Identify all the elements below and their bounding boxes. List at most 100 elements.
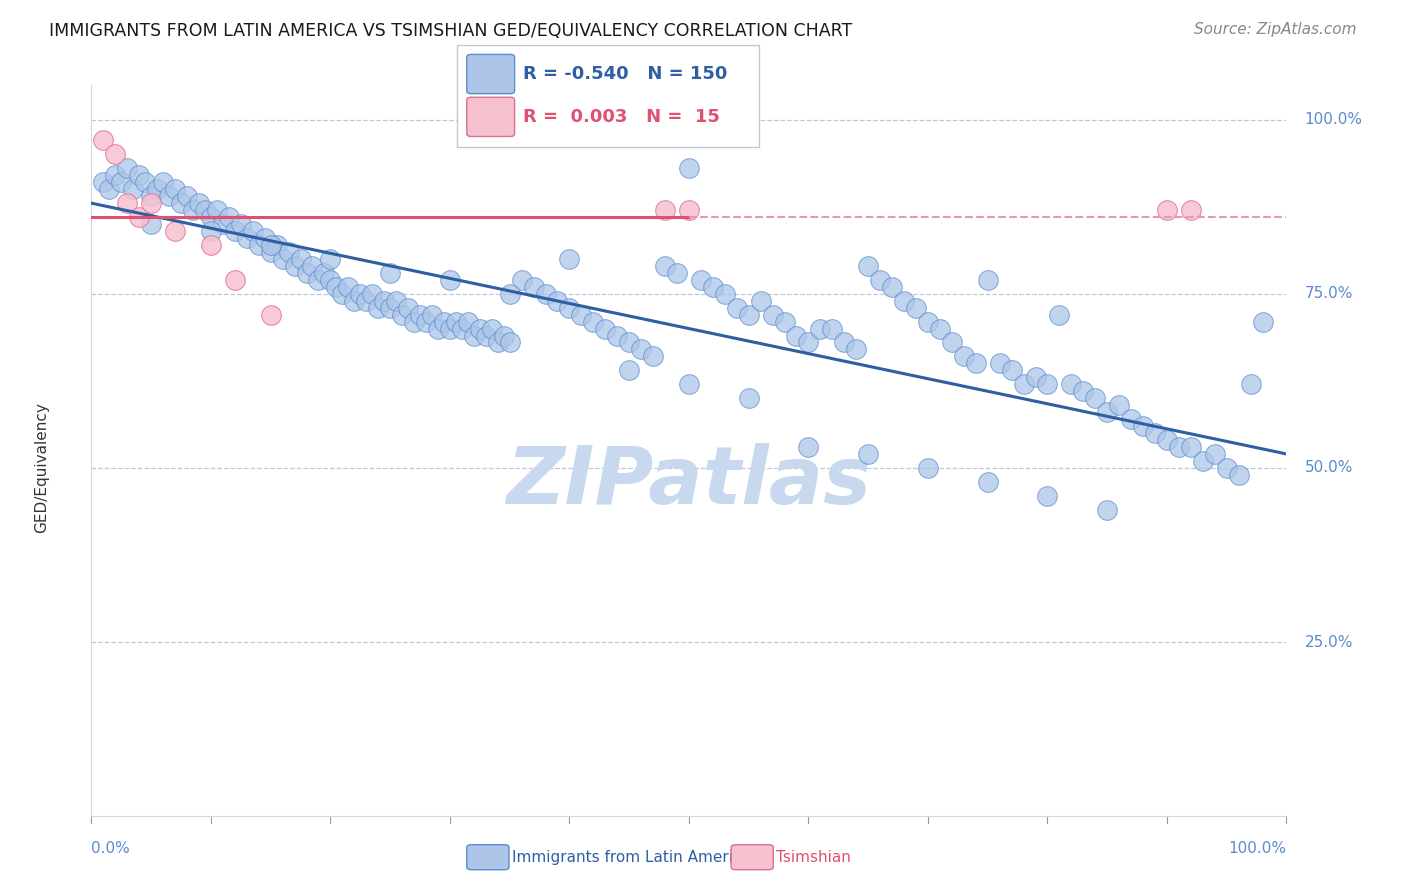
Point xyxy=(845,343,868,357)
Text: R =  0.003   N =  15: R = 0.003 N = 15 xyxy=(523,108,720,126)
Point xyxy=(1240,377,1263,392)
Point xyxy=(869,273,891,287)
Point xyxy=(271,252,294,266)
Point xyxy=(571,308,593,322)
Point xyxy=(93,133,114,147)
Point xyxy=(325,279,347,293)
Point xyxy=(181,203,204,218)
Point xyxy=(224,273,246,287)
Point xyxy=(396,301,419,315)
Point xyxy=(415,315,437,329)
Point xyxy=(619,335,641,350)
Point xyxy=(266,238,288,252)
Point xyxy=(737,391,759,405)
Point xyxy=(349,286,371,301)
Point xyxy=(1108,398,1130,412)
Point xyxy=(558,252,581,266)
Point xyxy=(534,286,557,301)
Point xyxy=(797,440,820,454)
Point xyxy=(1167,440,1189,454)
Point xyxy=(337,279,360,293)
Point xyxy=(439,273,461,287)
Point xyxy=(1000,363,1022,377)
Point xyxy=(1215,461,1237,475)
Point xyxy=(242,224,264,238)
Point xyxy=(654,259,676,273)
Point xyxy=(259,308,281,322)
Point xyxy=(1204,447,1226,461)
Point xyxy=(821,321,844,335)
Point xyxy=(1097,502,1119,516)
Point xyxy=(1119,412,1142,426)
Point xyxy=(523,279,546,293)
Point xyxy=(582,315,605,329)
Point xyxy=(319,252,342,266)
Point xyxy=(988,356,1011,370)
Text: Source: ZipAtlas.com: Source: ZipAtlas.com xyxy=(1194,22,1357,37)
Point xyxy=(361,286,384,301)
Point xyxy=(606,328,628,343)
Point xyxy=(678,203,700,218)
Point xyxy=(749,293,772,308)
Point xyxy=(737,308,759,322)
Point xyxy=(176,189,198,203)
Text: Tsimshian: Tsimshian xyxy=(776,850,851,864)
Point xyxy=(1036,377,1059,392)
Point xyxy=(259,244,281,259)
Point xyxy=(880,279,903,293)
Point xyxy=(761,308,783,322)
Text: ZIPatlas: ZIPatlas xyxy=(506,442,872,521)
Point xyxy=(224,224,246,238)
Point xyxy=(1156,433,1178,447)
Point xyxy=(378,266,402,280)
Point xyxy=(546,293,568,308)
Text: IMMIGRANTS FROM LATIN AMERICA VS TSIMSHIAN GED/EQUIVALENCY CORRELATION CHART: IMMIGRANTS FROM LATIN AMERICA VS TSIMSHI… xyxy=(49,22,852,40)
Point xyxy=(1024,370,1046,384)
Point xyxy=(200,210,222,224)
Point xyxy=(593,321,616,335)
Point xyxy=(409,308,432,322)
Point xyxy=(1227,467,1250,482)
Point xyxy=(115,161,138,176)
Point xyxy=(678,377,700,392)
Text: 100.0%: 100.0% xyxy=(1305,112,1362,127)
Point xyxy=(941,335,963,350)
Point xyxy=(468,321,491,335)
Point xyxy=(1132,419,1154,434)
Text: 75.0%: 75.0% xyxy=(1305,286,1353,301)
Point xyxy=(110,175,132,189)
Point xyxy=(856,259,880,273)
Point xyxy=(391,308,413,322)
Point xyxy=(402,315,425,329)
Point xyxy=(1036,489,1059,503)
Point xyxy=(433,315,456,329)
Point xyxy=(218,210,240,224)
Text: 50.0%: 50.0% xyxy=(1305,460,1353,475)
Point xyxy=(187,196,211,211)
Point xyxy=(785,328,807,343)
Text: 0.0%: 0.0% xyxy=(91,840,131,855)
Point xyxy=(1084,391,1107,405)
Point xyxy=(200,238,222,252)
Point xyxy=(1060,377,1083,392)
Point xyxy=(93,175,114,189)
Point xyxy=(797,335,820,350)
Point xyxy=(354,293,377,308)
Text: 25.0%: 25.0% xyxy=(1305,634,1353,649)
Point xyxy=(1049,308,1071,322)
Point xyxy=(128,169,150,183)
Point xyxy=(104,169,127,183)
Point xyxy=(152,175,174,189)
Point xyxy=(122,182,145,196)
Point xyxy=(439,321,461,335)
Point xyxy=(283,259,307,273)
Point xyxy=(928,321,950,335)
Point xyxy=(373,293,395,308)
Text: GED/Equivalency: GED/Equivalency xyxy=(35,402,49,533)
Point xyxy=(1156,203,1178,218)
Point xyxy=(976,475,998,489)
Point xyxy=(146,182,169,196)
Point xyxy=(713,286,737,301)
Point xyxy=(170,196,193,211)
Text: 100.0%: 100.0% xyxy=(1229,840,1286,855)
